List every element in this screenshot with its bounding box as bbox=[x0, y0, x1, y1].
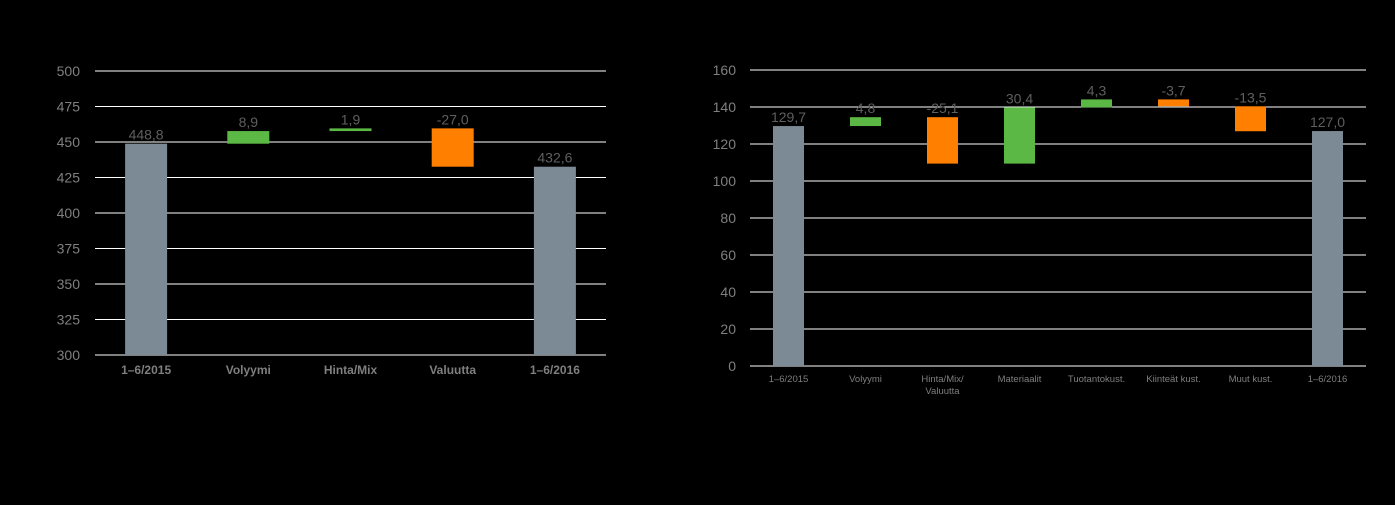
data-label: -25,1 bbox=[927, 100, 959, 116]
data-label: 4,8 bbox=[856, 100, 876, 116]
y-tick-label: 140 bbox=[713, 99, 737, 115]
bar-decrease bbox=[431, 128, 474, 167]
x-category-label: Valuutta bbox=[429, 363, 476, 377]
bar-decrease bbox=[1158, 99, 1189, 107]
x-category-label: 1–6/2015 bbox=[121, 363, 171, 377]
y-tick-label: 350 bbox=[57, 276, 81, 292]
y-tick-label: 475 bbox=[57, 99, 81, 115]
y-tick-label: 375 bbox=[57, 241, 81, 257]
chart-2: 0 20 40 60 80 100 120 140 160 129,7 1–6/2015 4,8 Vol… bbox=[713, 62, 1366, 397]
y-tick-label: 160 bbox=[713, 62, 737, 78]
x-category-label: Muut kust. bbox=[1229, 374, 1273, 385]
data-label: 129,7 bbox=[771, 109, 806, 125]
data-label: 432,6 bbox=[537, 150, 572, 166]
y-tick-label: 325 bbox=[57, 312, 81, 328]
bar-increase bbox=[1004, 107, 1035, 164]
y-tick-label: 80 bbox=[720, 210, 736, 226]
x-category-label: Volyymi bbox=[226, 363, 271, 377]
bar-total bbox=[1312, 131, 1343, 366]
data-label: -3,7 bbox=[1161, 82, 1185, 98]
chart-1: 300 325 350 375 400 425 450 475 500 448,8 1–6/2015… bbox=[57, 63, 606, 377]
bar-decrease bbox=[1235, 106, 1266, 132]
data-label: -27,0 bbox=[437, 111, 469, 127]
y-tick-label: 425 bbox=[57, 170, 81, 186]
x-category-label: 1–6/2016 bbox=[530, 363, 580, 377]
bar-total bbox=[125, 143, 168, 355]
bar-increase bbox=[850, 117, 881, 127]
x-category-label: Tuotantokust. bbox=[1068, 374, 1125, 385]
x-category-label: Hinta/Mix/Valuutta bbox=[921, 374, 964, 397]
bar-decrease bbox=[927, 117, 958, 164]
bar-total bbox=[533, 166, 576, 355]
y-tick-label: 100 bbox=[713, 173, 737, 189]
x-category-label: Kiinteät kust. bbox=[1146, 374, 1200, 385]
data-label: 127,0 bbox=[1310, 114, 1345, 130]
data-label: 4,3 bbox=[1087, 82, 1107, 98]
bar-increase bbox=[1081, 99, 1112, 108]
y-tick-label: 400 bbox=[57, 205, 81, 221]
x-category-label: 1–6/2015 bbox=[769, 374, 809, 385]
bar-total bbox=[773, 126, 804, 367]
x-category-label: Materiaalit bbox=[998, 374, 1042, 385]
data-label: 8,9 bbox=[239, 114, 259, 130]
y-tick-label: 60 bbox=[720, 247, 736, 263]
y-tick-label: 20 bbox=[720, 321, 736, 337]
data-label: -13,5 bbox=[1235, 89, 1267, 105]
y-tick-label: 500 bbox=[57, 63, 81, 79]
y-tick-label: 300 bbox=[57, 347, 81, 363]
data-label: 1,9 bbox=[341, 111, 361, 127]
data-label: 448,8 bbox=[129, 127, 164, 143]
x-category-label: Volyymi bbox=[849, 374, 882, 385]
data-label: 30,4 bbox=[1006, 90, 1033, 106]
y-tick-label: 120 bbox=[713, 136, 737, 152]
y-tick-label: 40 bbox=[720, 284, 736, 300]
x-category-label: 1–6/2016 bbox=[1308, 374, 1348, 385]
bar-increase bbox=[227, 131, 270, 144]
bar-increase bbox=[329, 128, 372, 132]
x-category-label: Hinta/Mix bbox=[324, 363, 378, 377]
y-tick-label: 450 bbox=[57, 134, 81, 150]
y-tick-label: 0 bbox=[728, 358, 736, 374]
